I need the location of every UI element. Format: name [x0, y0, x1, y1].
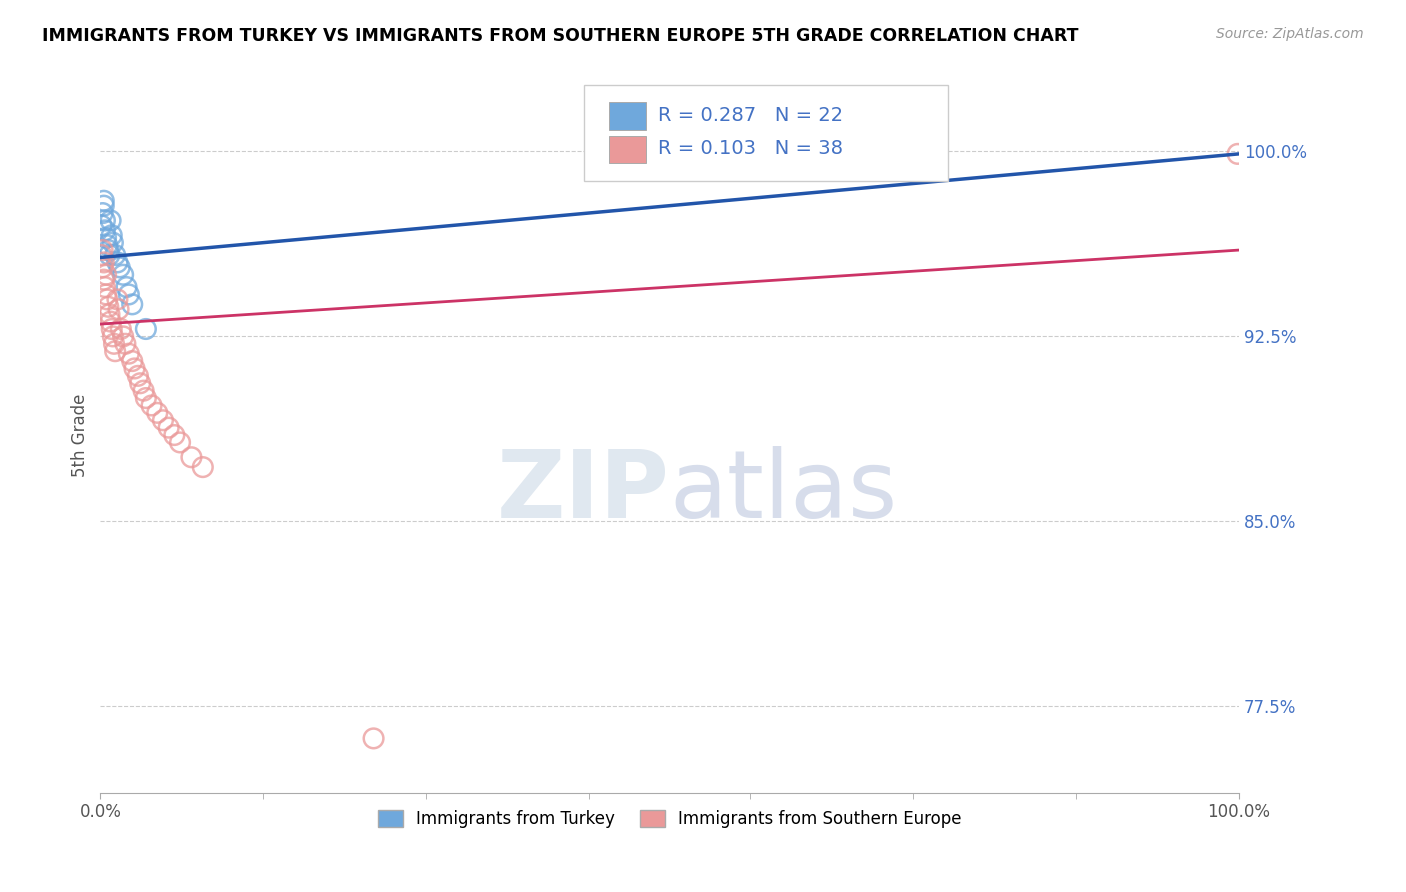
Point	[94, 287, 117, 301]
Point	[104, 248, 127, 262]
Point	[97, 243, 120, 257]
Point	[129, 376, 152, 391]
Point	[141, 399, 163, 413]
Point	[107, 255, 129, 269]
Point	[107, 293, 129, 307]
Point	[110, 322, 132, 336]
Point	[91, 206, 114, 220]
Point	[104, 344, 127, 359]
Point	[100, 322, 122, 336]
Point	[94, 280, 117, 294]
Point	[112, 268, 135, 282]
Point	[115, 280, 138, 294]
Point	[90, 219, 112, 233]
Point	[103, 336, 125, 351]
Point	[157, 420, 180, 434]
Text: R = 0.103   N = 38: R = 0.103 N = 38	[658, 139, 844, 159]
Point	[146, 406, 169, 420]
Text: R = 0.287   N = 22: R = 0.287 N = 22	[658, 106, 844, 125]
Point	[101, 329, 124, 343]
Point	[135, 322, 157, 336]
Point	[1226, 147, 1249, 161]
Point	[135, 391, 157, 405]
Point	[98, 248, 121, 262]
FancyBboxPatch shape	[609, 103, 645, 129]
Text: atlas: atlas	[669, 446, 898, 538]
Point	[191, 460, 214, 475]
Point	[112, 329, 135, 343]
FancyBboxPatch shape	[583, 85, 949, 181]
Point	[94, 231, 117, 245]
Text: IMMIGRANTS FROM TURKEY VS IMMIGRANTS FROM SOUTHERN EUROPE 5TH GRADE CORRELATION : IMMIGRANTS FROM TURKEY VS IMMIGRANTS FRO…	[42, 27, 1078, 45]
Y-axis label: 5th Grade: 5th Grade	[72, 393, 89, 476]
Point	[100, 315, 122, 329]
Point	[100, 213, 122, 227]
Legend: Immigrants from Turkey, Immigrants from Southern Europe: Immigrants from Turkey, Immigrants from …	[371, 803, 969, 834]
Point	[363, 731, 385, 746]
Point	[100, 228, 122, 243]
Point	[94, 223, 117, 237]
Point	[97, 300, 120, 314]
Point	[96, 293, 118, 307]
Text: Source: ZipAtlas.com: Source: ZipAtlas.com	[1216, 27, 1364, 41]
Point	[93, 199, 115, 213]
Point	[716, 147, 738, 161]
Point	[94, 268, 117, 282]
Point	[114, 336, 136, 351]
Point	[98, 307, 121, 321]
Point	[118, 287, 141, 301]
Point	[91, 243, 114, 257]
Point	[163, 428, 186, 442]
Point	[94, 213, 117, 227]
Point	[101, 235, 124, 250]
Point	[108, 260, 131, 275]
Point	[93, 194, 115, 208]
FancyBboxPatch shape	[609, 136, 645, 163]
Point	[121, 297, 143, 311]
Point	[132, 384, 155, 398]
Point	[152, 413, 174, 427]
Point	[91, 260, 114, 275]
Point	[118, 346, 141, 360]
Point	[107, 302, 129, 317]
Point	[90, 248, 112, 262]
Point	[124, 361, 146, 376]
Point	[93, 255, 115, 269]
Text: ZIP: ZIP	[496, 446, 669, 538]
Point	[121, 354, 143, 368]
Point	[93, 273, 115, 287]
Point	[180, 450, 202, 465]
Point	[96, 238, 118, 252]
Point	[169, 435, 191, 450]
Point	[127, 368, 149, 383]
